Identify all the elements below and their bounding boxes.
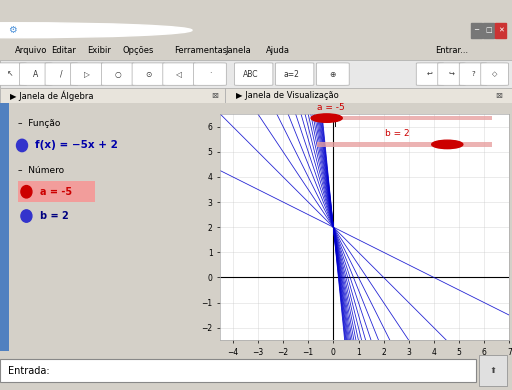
Text: f: f — [334, 119, 337, 129]
Text: ABC: ABC — [243, 69, 259, 79]
Text: □: □ — [485, 27, 492, 33]
FancyBboxPatch shape — [416, 63, 444, 85]
FancyBboxPatch shape — [45, 63, 78, 85]
Bar — [471, 23, 482, 38]
Text: ◇: ◇ — [492, 71, 497, 77]
Text: ▶ Janela de Álgebra: ▶ Janela de Álgebra — [10, 90, 94, 101]
FancyBboxPatch shape — [101, 63, 134, 85]
FancyBboxPatch shape — [459, 63, 487, 85]
Circle shape — [21, 210, 32, 222]
Text: Entrada:: Entrada: — [8, 365, 49, 376]
Text: ⊙: ⊙ — [145, 69, 152, 79]
Text: –  Função: – Função — [17, 119, 60, 128]
Text: ⚙: ⚙ — [8, 25, 17, 35]
Bar — [0, 103, 9, 351]
Text: Ajuda: Ajuda — [266, 46, 290, 55]
FancyBboxPatch shape — [132, 63, 165, 85]
FancyBboxPatch shape — [163, 63, 196, 85]
Text: ⬆: ⬆ — [489, 366, 497, 375]
Bar — [495, 23, 506, 38]
Bar — [317, 116, 492, 120]
Text: /: / — [60, 69, 63, 79]
FancyBboxPatch shape — [19, 63, 52, 85]
Text: ↖: ↖ — [7, 69, 13, 79]
Text: ─: ─ — [474, 27, 478, 33]
Text: Janela: Janela — [225, 46, 251, 55]
FancyBboxPatch shape — [438, 63, 465, 85]
FancyBboxPatch shape — [71, 63, 103, 85]
FancyBboxPatch shape — [0, 63, 27, 85]
Text: a = -5: a = -5 — [39, 187, 72, 197]
Text: Ferramentas: Ferramentas — [174, 46, 227, 55]
Bar — [317, 142, 492, 147]
Circle shape — [16, 139, 28, 152]
Text: ⊠: ⊠ — [211, 91, 219, 100]
FancyBboxPatch shape — [316, 63, 349, 85]
Circle shape — [311, 114, 342, 122]
Text: ·: · — [209, 69, 211, 79]
Text: ▷: ▷ — [84, 69, 90, 79]
Text: A: A — [33, 69, 38, 79]
Circle shape — [21, 186, 32, 198]
FancyBboxPatch shape — [481, 63, 508, 85]
Text: –  Número: – Número — [17, 166, 63, 175]
Text: ?: ? — [471, 71, 475, 77]
Text: ↩: ↩ — [427, 71, 433, 77]
Text: Exibir: Exibir — [87, 46, 111, 55]
Text: ◁: ◁ — [176, 69, 182, 79]
Text: f(x) = −5x + 2: f(x) = −5x + 2 — [35, 140, 118, 151]
Text: Opções: Opções — [123, 46, 154, 55]
Bar — [479, 355, 507, 386]
Bar — [17, 181, 95, 202]
FancyBboxPatch shape — [275, 63, 314, 85]
Text: Editar: Editar — [51, 46, 76, 55]
Text: Entrar...: Entrar... — [435, 46, 468, 55]
Text: b = 2: b = 2 — [39, 211, 69, 221]
Text: ⊠: ⊠ — [496, 91, 503, 100]
Bar — [225, 88, 512, 103]
Text: Arquivo: Arquivo — [15, 46, 48, 55]
Text: a = -5: a = -5 — [317, 103, 345, 112]
Circle shape — [432, 140, 463, 149]
Text: ⊕: ⊕ — [330, 69, 336, 79]
Bar — [483, 23, 494, 38]
Text: a=2: a=2 — [284, 69, 300, 79]
Bar — [0, 359, 476, 382]
FancyBboxPatch shape — [234, 63, 273, 85]
Text: ↪: ↪ — [449, 71, 455, 77]
Text: GeoGebra: GeoGebra — [36, 25, 98, 35]
Text: ○: ○ — [115, 69, 121, 79]
FancyBboxPatch shape — [194, 63, 226, 85]
Circle shape — [0, 23, 192, 38]
Text: ✕: ✕ — [498, 27, 504, 33]
Text: ▶ Janela de Visualização: ▶ Janela de Visualização — [236, 91, 338, 100]
Bar — [0, 88, 225, 103]
Text: b = 2: b = 2 — [385, 129, 410, 138]
